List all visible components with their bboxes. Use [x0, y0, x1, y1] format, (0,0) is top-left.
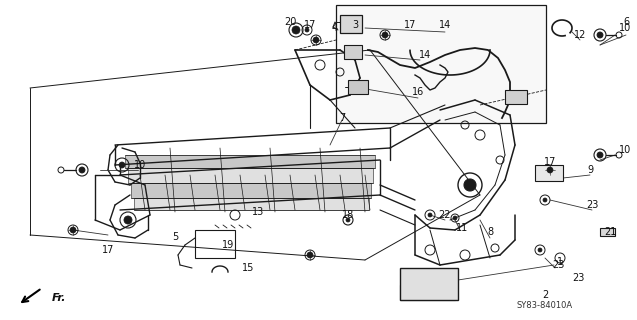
Circle shape	[70, 227, 76, 233]
Text: 23: 23	[552, 260, 564, 270]
Bar	[400, 268, 458, 300]
Text: 22: 22	[439, 210, 451, 220]
Text: 23: 23	[586, 200, 598, 210]
Text: 23: 23	[572, 273, 584, 283]
Circle shape	[467, 182, 473, 188]
Polygon shape	[128, 168, 373, 183]
Text: 10: 10	[619, 145, 631, 155]
Bar	[344, 45, 362, 59]
Circle shape	[453, 216, 457, 220]
Text: 11: 11	[456, 223, 468, 233]
Circle shape	[597, 32, 603, 38]
Circle shape	[547, 167, 553, 173]
Polygon shape	[125, 155, 375, 168]
Circle shape	[79, 167, 85, 173]
Text: 7: 7	[339, 113, 345, 123]
Text: 17: 17	[304, 20, 316, 30]
Circle shape	[346, 218, 350, 222]
Text: SY83-84010A: SY83-84010A	[517, 300, 573, 309]
Text: 2: 2	[542, 290, 548, 300]
Text: 20: 20	[284, 17, 296, 27]
Text: 17: 17	[102, 245, 114, 255]
Bar	[348, 80, 368, 94]
Text: 14: 14	[439, 20, 451, 30]
Text: 17: 17	[544, 157, 556, 167]
Circle shape	[543, 198, 547, 202]
Text: 19: 19	[222, 240, 234, 250]
Circle shape	[538, 248, 542, 252]
Bar	[505, 90, 527, 104]
Text: 13: 13	[252, 207, 264, 217]
Circle shape	[305, 28, 309, 32]
Text: 21: 21	[604, 227, 616, 237]
Text: 18: 18	[342, 210, 354, 220]
Bar	[195, 230, 235, 258]
Text: 15: 15	[242, 263, 254, 273]
Text: 14: 14	[419, 50, 431, 60]
Circle shape	[428, 213, 432, 217]
Text: 8: 8	[487, 227, 493, 237]
Polygon shape	[134, 198, 369, 210]
Bar	[600, 228, 615, 236]
Text: Fr.: Fr.	[52, 293, 66, 303]
Text: 17: 17	[404, 20, 416, 30]
Polygon shape	[131, 183, 371, 198]
Text: 10: 10	[619, 23, 631, 33]
Circle shape	[313, 37, 319, 43]
Circle shape	[464, 179, 476, 191]
Text: 10: 10	[134, 160, 146, 170]
Circle shape	[124, 216, 132, 224]
Circle shape	[292, 26, 300, 34]
Text: 5: 5	[172, 232, 178, 242]
Bar	[535, 165, 563, 181]
Text: 16: 16	[412, 87, 424, 97]
Text: 1: 1	[557, 257, 563, 267]
Circle shape	[382, 32, 388, 38]
Circle shape	[597, 152, 603, 158]
Text: 6: 6	[623, 17, 629, 27]
Text: 9: 9	[587, 165, 593, 175]
Text: 4: 4	[332, 23, 338, 33]
Bar	[336, 5, 546, 123]
Bar	[400, 285, 455, 300]
Bar	[340, 15, 362, 33]
Circle shape	[119, 162, 125, 168]
Circle shape	[307, 252, 313, 258]
Text: 12: 12	[574, 30, 586, 40]
Text: 3: 3	[352, 20, 358, 30]
